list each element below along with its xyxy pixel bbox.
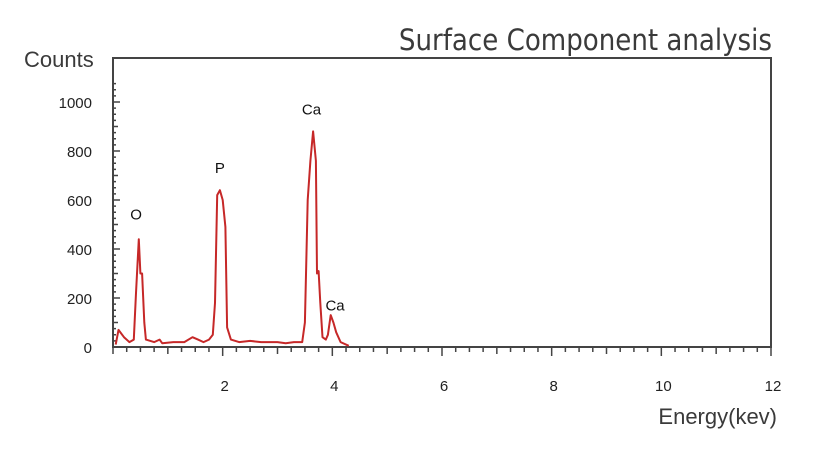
chart-title: Surface Component analysis: [399, 23, 772, 57]
x-tick-label: 10: [655, 378, 672, 395]
y-tick-label: 0: [84, 340, 92, 357]
axis-ticks: [112, 82, 772, 356]
x-tick-label: 2: [220, 378, 228, 395]
y-tick-label: 800: [67, 144, 92, 161]
x-tick-label: 6: [440, 378, 448, 395]
peak-label: Ca: [302, 101, 322, 118]
x-tick-label: 12: [765, 378, 782, 395]
y-tick-label: 1000: [59, 95, 92, 112]
y-axis-label: Counts: [24, 47, 94, 72]
peak-annotations: O P Ca Ca: [130, 101, 345, 314]
y-tick-label: 600: [67, 193, 92, 210]
peak-label: Ca: [325, 297, 345, 314]
y-tick-label: 200: [67, 291, 92, 308]
peak-label: O: [130, 207, 142, 224]
series-line: [114, 130, 350, 347]
axis-tick-labels: 0 200 400 600 800 1000 2 4 6 8 10 12: [59, 95, 782, 395]
y-tick-label: 400: [67, 242, 92, 259]
x-axis-label: Energy(kev): [658, 404, 777, 429]
series-layer: [114, 130, 350, 347]
plot-frame: [112, 57, 772, 348]
peak-label: P: [215, 160, 225, 177]
x-tick-label: 8: [549, 378, 557, 395]
x-tick-label: 4: [330, 378, 338, 395]
